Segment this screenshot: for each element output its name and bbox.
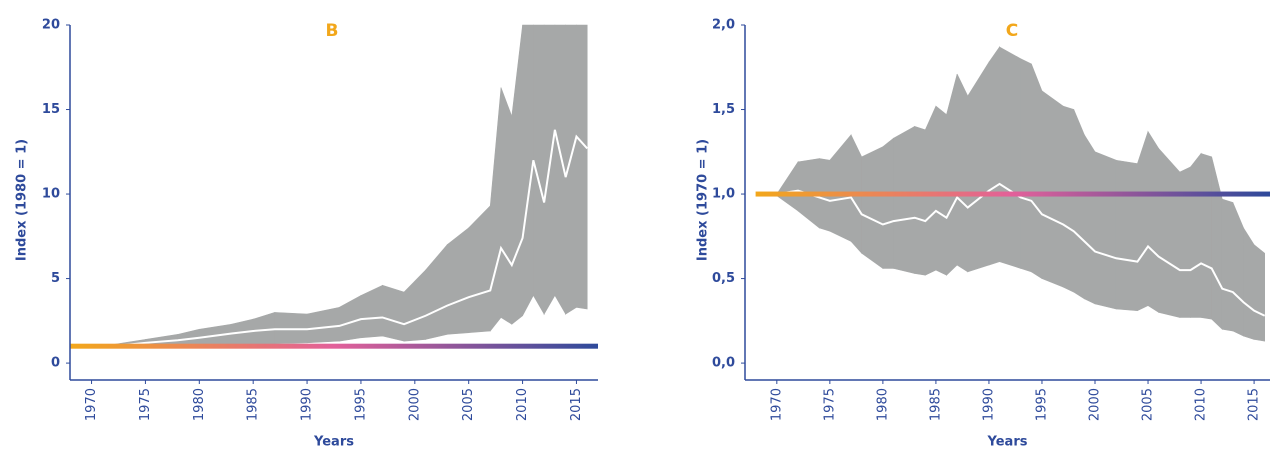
x-tick-label: 2010 bbox=[1194, 388, 1209, 421]
y-tick-label: 10 bbox=[42, 187, 60, 202]
x-tick-label: 1995 bbox=[1034, 388, 1049, 421]
confidence-band bbox=[925, 106, 937, 276]
x-axis-title: Years bbox=[987, 435, 1028, 450]
confidence-band bbox=[500, 87, 513, 325]
x-tick-label: 1990 bbox=[981, 388, 996, 421]
chart-title: B bbox=[326, 21, 339, 41]
x-tick-label: 2000 bbox=[407, 388, 422, 421]
y-tick-label: 5 bbox=[51, 271, 60, 286]
confidence-band bbox=[274, 312, 308, 344]
index-line bbox=[70, 129, 588, 348]
confidence-band bbox=[893, 125, 915, 274]
confidence-band bbox=[1062, 105, 1075, 293]
y-tick-label: 2,0 bbox=[712, 18, 735, 33]
confidence-band bbox=[1031, 63, 1043, 280]
x-tick-label: 2015 bbox=[569, 388, 584, 421]
y-tick-label: 0 bbox=[51, 356, 60, 371]
confidence-band bbox=[1243, 226, 1255, 340]
y-tick-label: 20 bbox=[42, 18, 60, 33]
confidence-band bbox=[382, 284, 405, 342]
confidence-band bbox=[468, 205, 491, 333]
confidence-band bbox=[1020, 58, 1032, 273]
x-tick-label: 2005 bbox=[461, 388, 476, 421]
confidence-band bbox=[999, 46, 1022, 269]
confidence-band bbox=[935, 105, 947, 276]
confidence-band bbox=[967, 61, 990, 273]
x-tick-label: 1985 bbox=[928, 388, 943, 421]
x-tick-label: 2010 bbox=[515, 388, 530, 421]
confidence-band bbox=[1232, 202, 1244, 337]
y-axis-title: Index (1980 = 1) bbox=[15, 139, 30, 261]
confidence-band bbox=[1084, 133, 1096, 305]
confidence-band bbox=[914, 126, 926, 276]
chart-title: C bbox=[1006, 21, 1018, 41]
x-tick-label: 2005 bbox=[1141, 388, 1156, 421]
confidence-band bbox=[511, 24, 523, 325]
panel: 0,0 0,5 1,0 1,5 2,0 1970 1975 1980 1985 1990 1995 2… bbox=[696, 18, 1270, 450]
confidence-band bbox=[252, 311, 276, 345]
confidence-band bbox=[1211, 156, 1223, 330]
confidence-band bbox=[489, 87, 502, 332]
confidence-band bbox=[1073, 109, 1085, 300]
x-axis-title: Years bbox=[313, 435, 354, 450]
x-tick-label: 1990 bbox=[300, 388, 315, 421]
x-tick-label: 1980 bbox=[192, 388, 207, 421]
confidence-band bbox=[425, 243, 448, 340]
x-tick-label: 1980 bbox=[875, 388, 890, 421]
y-tick-label: 1,0 bbox=[712, 187, 735, 202]
confidence-band bbox=[360, 284, 383, 339]
confidence-band bbox=[1041, 90, 1064, 288]
y-tick-label: 0,5 bbox=[712, 271, 735, 286]
confidence-band bbox=[1253, 244, 1265, 342]
confidence-band bbox=[1221, 198, 1234, 332]
confidence-band bbox=[1147, 130, 1159, 313]
x-tick-label: 1995 bbox=[353, 388, 368, 421]
confidence-band bbox=[1190, 152, 1202, 318]
reference-line bbox=[755, 191, 1270, 197]
confidence-band bbox=[1137, 131, 1149, 312]
confidence-band bbox=[829, 134, 852, 242]
confidence-band bbox=[861, 146, 884, 270]
confidence-band bbox=[882, 137, 894, 269]
confidence-band bbox=[946, 73, 958, 276]
y-tick-label: 1,5 bbox=[712, 102, 735, 117]
confidence-band bbox=[446, 227, 469, 335]
confidence-band bbox=[339, 294, 362, 342]
confidence-band bbox=[1094, 151, 1117, 310]
confidence-band bbox=[956, 73, 969, 273]
x-tick-label: 2000 bbox=[1088, 388, 1103, 421]
confidence-band bbox=[403, 269, 426, 342]
confidence-band bbox=[1115, 159, 1138, 312]
x-tick-label: 1970 bbox=[84, 388, 99, 421]
x-tick-label: 1985 bbox=[246, 388, 261, 421]
x-tick-label: 1975 bbox=[138, 388, 153, 421]
reference-line bbox=[70, 343, 598, 349]
index-line bbox=[755, 182, 1266, 317]
x-tick-label: 1975 bbox=[822, 388, 837, 421]
y-tick-label: 0,0 bbox=[712, 356, 735, 371]
confidence-band bbox=[776, 160, 799, 212]
x-tick-label: 2015 bbox=[1247, 388, 1262, 421]
confidence-band bbox=[988, 46, 1000, 266]
confidence-band bbox=[1158, 147, 1181, 318]
confidence-band bbox=[576, 24, 588, 310]
y-axis-title: Index (1970 = 1) bbox=[696, 139, 711, 261]
confidence-band bbox=[306, 306, 340, 344]
x-tick-label: 1970 bbox=[769, 388, 784, 421]
confidence-band bbox=[1200, 153, 1212, 320]
y-tick-label: 15 bbox=[42, 102, 60, 117]
confidence-band bbox=[1179, 166, 1191, 318]
panel: 0 5 10 15 20 1970 1975 1980 1985 1990 1995 2000 2005… bbox=[15, 18, 598, 450]
